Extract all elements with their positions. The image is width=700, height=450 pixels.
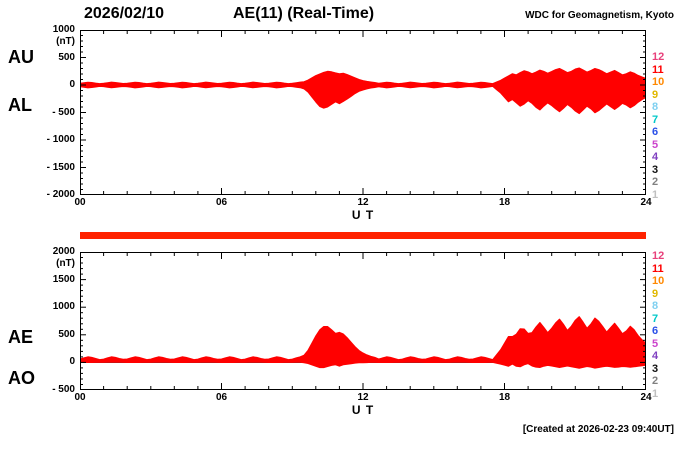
station-count-10: 10 xyxy=(652,275,665,287)
x-tick-label: 06 xyxy=(215,392,228,403)
station-count-7: 7 xyxy=(652,113,659,126)
plot-frame xyxy=(80,252,646,390)
y-tick-label: 0 xyxy=(69,79,75,90)
station-count-12: 12 xyxy=(652,250,665,262)
y-tick-label: 1000 xyxy=(52,301,75,313)
ut-axis-label: U T xyxy=(351,208,375,222)
y-tick-label: 2000 xyxy=(52,246,75,257)
ut-axis-label: U T xyxy=(351,403,375,417)
x-tick-label: 12 xyxy=(357,197,369,208)
plot-date: 2026/02/10 xyxy=(84,5,165,22)
station-count-7: 7 xyxy=(652,312,659,325)
x-tick-label: 18 xyxy=(498,392,511,403)
org-label: WDC for Geomagnetism, Kyoto xyxy=(525,10,674,21)
y-tick-label: - 1500 xyxy=(46,161,75,173)
station-count-8: 8 xyxy=(652,300,659,312)
station-count-4: 4 xyxy=(652,350,659,362)
y-tick-label: 500 xyxy=(58,51,75,63)
y-tick-label: - 2000 xyxy=(46,189,75,200)
label-al: AL xyxy=(8,95,32,115)
label-au: AU xyxy=(8,47,34,67)
data-availability-bar xyxy=(80,232,646,239)
station-count-12: 12 xyxy=(652,51,665,63)
y-tick-label: 500 xyxy=(58,328,75,340)
label-ao: AO xyxy=(8,368,35,388)
x-tick-label: 18 xyxy=(498,197,511,208)
x-tick-label: 00 xyxy=(74,197,86,208)
au-al-fill-area xyxy=(80,67,646,115)
station-count-3: 3 xyxy=(652,362,659,375)
station-count-9: 9 xyxy=(652,287,659,300)
station-count-1: 1 xyxy=(652,188,659,201)
station-count-6: 6 xyxy=(652,126,659,138)
axis-ticks xyxy=(80,30,646,195)
created-timestamp: [Created at 2026-02-23 09:40UT] xyxy=(522,424,674,435)
ae-ao-fill-area xyxy=(80,316,646,369)
station-count-2: 2 xyxy=(652,176,659,188)
x-tick-label: 24 xyxy=(640,392,652,403)
station-count-11: 11 xyxy=(652,63,664,76)
y-tick-label: 1000 xyxy=(52,24,75,35)
x-tick-label: 12 xyxy=(357,392,369,403)
station-count-4: 4 xyxy=(652,151,659,163)
y-axis-unit: (nT) xyxy=(56,258,75,269)
y-tick-label: - 500 xyxy=(52,384,75,395)
chart-panel-au-al xyxy=(80,30,646,195)
station-count-1: 1 xyxy=(652,387,659,400)
y-tick-label: - 500 xyxy=(52,106,75,118)
y-axis-unit: (nT) xyxy=(56,36,75,47)
plot-frame xyxy=(80,30,646,195)
y-tick-label: 0 xyxy=(69,356,75,368)
plot-title: AE(11) (Real-Time) xyxy=(233,5,375,22)
station-count-6: 6 xyxy=(652,325,659,337)
y-tick-label: 1500 xyxy=(52,273,75,285)
x-tick-label: 06 xyxy=(215,197,228,208)
station-count-5: 5 xyxy=(652,337,659,350)
station-count-9: 9 xyxy=(652,88,659,101)
station-count-8: 8 xyxy=(652,101,659,113)
station-count-10: 10 xyxy=(652,76,665,88)
y-tick-label: - 1000 xyxy=(46,134,75,145)
x-tick-label: 00 xyxy=(74,392,86,403)
chart-panel-ae-ao xyxy=(80,252,646,390)
label-ae: AE xyxy=(8,327,34,347)
station-count-3: 3 xyxy=(652,163,659,176)
x-tick-label: 24 xyxy=(640,197,652,208)
station-count-5: 5 xyxy=(652,138,659,151)
station-count-11: 11 xyxy=(652,262,664,275)
station-count-2: 2 xyxy=(652,375,659,387)
